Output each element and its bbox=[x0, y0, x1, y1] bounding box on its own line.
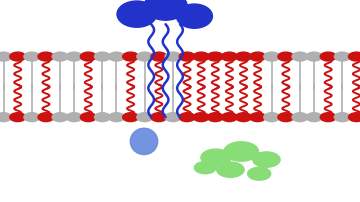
Circle shape bbox=[179, 52, 195, 61]
Circle shape bbox=[52, 52, 68, 61]
Circle shape bbox=[123, 52, 139, 61]
Circle shape bbox=[10, 52, 26, 61]
Circle shape bbox=[292, 113, 308, 122]
Ellipse shape bbox=[176, 4, 212, 28]
Circle shape bbox=[24, 113, 40, 122]
Circle shape bbox=[0, 52, 12, 61]
Circle shape bbox=[66, 113, 82, 122]
Circle shape bbox=[250, 113, 266, 122]
Circle shape bbox=[109, 52, 125, 61]
Circle shape bbox=[151, 113, 167, 122]
Circle shape bbox=[248, 167, 271, 180]
Circle shape bbox=[52, 113, 68, 122]
Ellipse shape bbox=[117, 1, 157, 27]
Circle shape bbox=[0, 113, 12, 122]
Circle shape bbox=[217, 162, 244, 177]
Circle shape bbox=[250, 52, 266, 61]
Circle shape bbox=[94, 52, 110, 61]
Circle shape bbox=[334, 113, 350, 122]
Circle shape bbox=[10, 113, 26, 122]
Circle shape bbox=[334, 52, 350, 61]
Circle shape bbox=[278, 52, 294, 61]
Circle shape bbox=[348, 52, 360, 61]
Circle shape bbox=[224, 142, 258, 161]
Circle shape bbox=[123, 113, 139, 122]
Circle shape bbox=[179, 113, 195, 122]
Circle shape bbox=[306, 52, 322, 61]
Circle shape bbox=[264, 113, 280, 122]
Circle shape bbox=[80, 52, 96, 61]
Circle shape bbox=[38, 113, 54, 122]
Circle shape bbox=[264, 52, 280, 61]
Circle shape bbox=[66, 52, 82, 61]
Circle shape bbox=[207, 52, 223, 61]
Circle shape bbox=[207, 113, 223, 122]
Circle shape bbox=[320, 113, 336, 122]
Circle shape bbox=[194, 162, 216, 174]
Circle shape bbox=[80, 113, 96, 122]
Circle shape bbox=[235, 113, 251, 122]
Circle shape bbox=[278, 113, 294, 122]
Circle shape bbox=[151, 52, 167, 61]
Circle shape bbox=[137, 52, 153, 61]
Circle shape bbox=[24, 52, 40, 61]
Circle shape bbox=[221, 52, 237, 61]
Ellipse shape bbox=[144, 0, 187, 20]
Circle shape bbox=[320, 52, 336, 61]
Circle shape bbox=[253, 152, 280, 167]
Circle shape bbox=[193, 113, 209, 122]
Circle shape bbox=[306, 113, 322, 122]
Circle shape bbox=[165, 52, 181, 61]
Circle shape bbox=[109, 113, 125, 122]
Circle shape bbox=[38, 52, 54, 61]
Circle shape bbox=[137, 113, 153, 122]
Ellipse shape bbox=[130, 128, 158, 155]
Circle shape bbox=[235, 52, 251, 61]
Circle shape bbox=[165, 113, 181, 122]
Circle shape bbox=[201, 149, 231, 166]
Circle shape bbox=[193, 52, 209, 61]
Circle shape bbox=[94, 113, 110, 122]
Circle shape bbox=[348, 113, 360, 122]
Circle shape bbox=[221, 113, 237, 122]
Circle shape bbox=[292, 52, 308, 61]
